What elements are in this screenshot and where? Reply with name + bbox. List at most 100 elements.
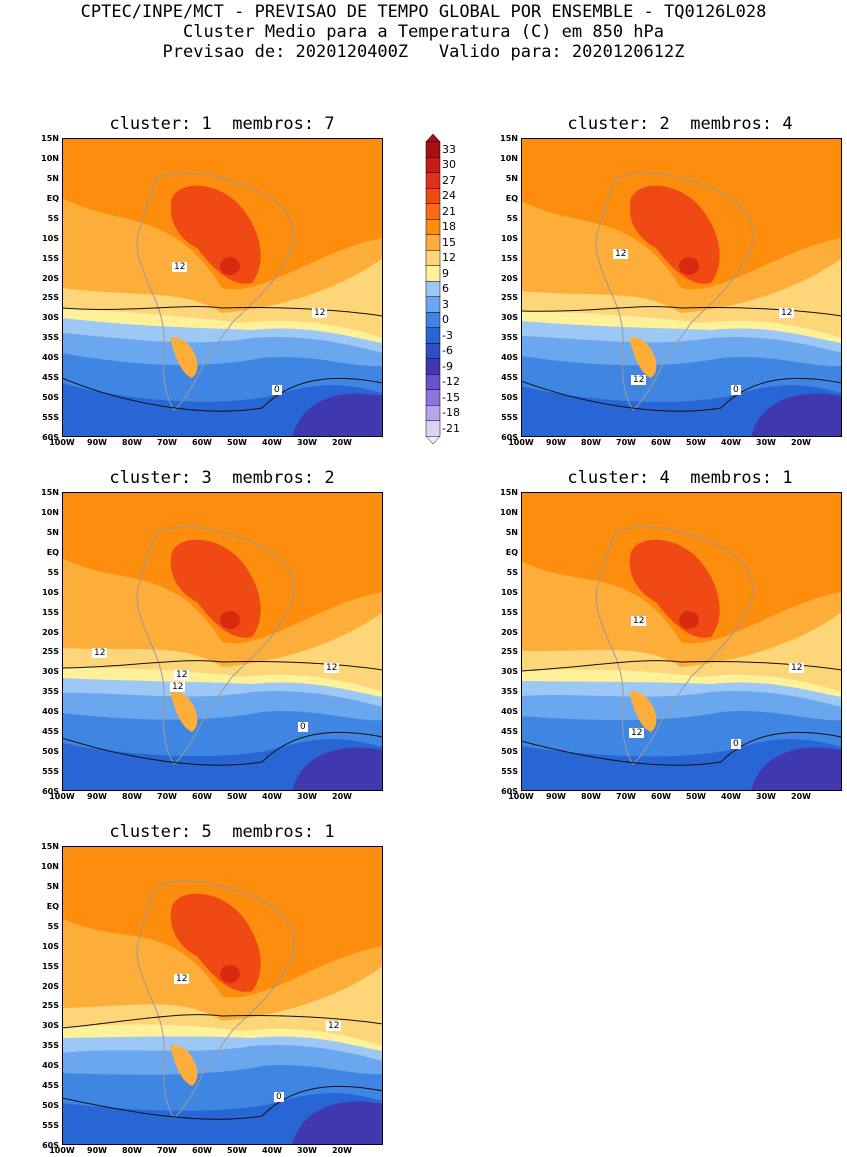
colorbar-swatch xyxy=(425,157,441,173)
colorbar-swatch xyxy=(425,296,441,313)
lat-tick: 25S xyxy=(42,293,59,303)
lon-tick: 60W xyxy=(192,1146,212,1155)
contour-label: 12 xyxy=(92,648,108,658)
colorbar-level: 9 xyxy=(442,266,449,280)
panel-1-title: cluster: 1 membros: 7 xyxy=(109,114,335,134)
andes-tongue xyxy=(170,337,198,378)
colorbar-swatch xyxy=(425,420,441,437)
colorbar-level: 27 xyxy=(442,173,456,187)
lat-tick: 10S xyxy=(501,233,518,243)
colorbar-swatch xyxy=(425,172,441,189)
colorbar-swatch xyxy=(425,203,441,220)
lat-tick: 5N xyxy=(505,527,518,537)
lat-tick: 30S xyxy=(501,667,518,677)
lat-tick: EQ xyxy=(505,193,518,203)
lat-tick: 55S xyxy=(42,413,59,423)
lon-tick: 90W xyxy=(87,792,107,801)
lon-tick: 40W xyxy=(262,1146,282,1155)
map-field-5 xyxy=(62,846,383,1145)
lon-tick: 100W xyxy=(49,1146,75,1155)
lat-tick: 20S xyxy=(42,627,59,637)
lon-tick: 20W xyxy=(332,792,352,801)
lon-tick: 80W xyxy=(581,438,601,447)
lat-tick: 45S xyxy=(42,1081,59,1091)
lon-tick: 90W xyxy=(87,1146,107,1155)
header-line-1: CPTEC/INPE/MCT - PREVISAO DE TEMPO GLOBA… xyxy=(80,2,767,22)
lon-tick: 50W xyxy=(227,438,247,447)
lon-tick: 70W xyxy=(157,1146,177,1155)
lat-tick: 5N xyxy=(46,173,59,183)
lat-tick: 40S xyxy=(501,707,518,717)
contour-12 xyxy=(62,660,383,671)
colorbar-swatch xyxy=(425,188,441,204)
lon-tick: 80W xyxy=(122,792,142,801)
header-line-3: Previsao de: 2020120400Z Valido para: 20… xyxy=(162,42,685,62)
colorbar-top-arrow xyxy=(425,134,441,142)
colorbar-level: 30 xyxy=(442,158,456,171)
lon-tick: 70W xyxy=(616,438,636,447)
lon-tick: 30W xyxy=(297,438,317,447)
contour-label: 12 xyxy=(779,308,795,318)
lat-tick: 45S xyxy=(501,727,518,737)
lat-tick: 10S xyxy=(42,587,59,597)
contour-label: 12 xyxy=(174,670,190,680)
lon-tick: 50W xyxy=(686,438,706,447)
contour-label: 12 xyxy=(172,262,188,272)
map-panel-4: 12 12 12 0 xyxy=(521,492,842,791)
lat-tick: 25S xyxy=(42,647,59,657)
lat-tick: 5S xyxy=(47,567,59,577)
lon-tick: 90W xyxy=(546,438,566,447)
lat-tick: 50S xyxy=(42,747,59,757)
contour-0 xyxy=(521,377,842,412)
lat-tick: 15N xyxy=(41,488,59,497)
lat-tick: 55S xyxy=(42,767,59,777)
lon-tick: 40W xyxy=(721,438,741,447)
lat-tick: 45S xyxy=(42,727,59,737)
lat-tick: 60S xyxy=(501,787,518,796)
map-frame xyxy=(62,492,383,791)
lat-tick: 45S xyxy=(501,373,518,383)
lat-tick: 40S xyxy=(42,1061,59,1071)
temp-band-8 xyxy=(751,393,842,437)
lon-tick: 90W xyxy=(546,792,566,801)
colorbar-swatch xyxy=(425,358,441,375)
colorbar-level: -3 xyxy=(442,328,453,342)
lat-tick: EQ xyxy=(505,547,518,557)
lat-tick: 25S xyxy=(501,293,518,303)
lon-tick: 30W xyxy=(297,792,317,801)
contour-label: 12 xyxy=(613,249,629,259)
map-field-1 xyxy=(62,138,383,437)
lat-tick: 10S xyxy=(42,941,59,951)
colorbar-level: -9 xyxy=(442,359,453,373)
panel-5-title: cluster: 5 membros: 1 xyxy=(109,822,335,842)
contour-label: 0 xyxy=(298,722,308,732)
lat-tick: 10N xyxy=(500,507,518,517)
map-frame xyxy=(62,846,383,1145)
colorbar-level: 21 xyxy=(442,204,456,218)
colorbar-level: -21 xyxy=(442,421,460,435)
contour-0 xyxy=(521,731,842,766)
hot-core xyxy=(629,185,720,284)
colorbar-level: 3 xyxy=(442,297,449,311)
contour-0 xyxy=(62,1085,383,1120)
colorbar-level: 6 xyxy=(442,282,449,295)
panel-4-title: cluster: 4 membros: 1 xyxy=(567,468,793,488)
contour-label: 12 xyxy=(312,308,328,318)
colorbar-swatch xyxy=(425,234,441,251)
lat-tick: 15N xyxy=(41,134,59,143)
lat-tick: 20S xyxy=(42,981,59,991)
hot-spot xyxy=(679,257,699,275)
map-frame xyxy=(521,138,842,437)
lat-tick: 5S xyxy=(506,213,518,223)
andes-tongue xyxy=(629,691,657,732)
lon-tick: 100W xyxy=(508,792,534,801)
contour-0 xyxy=(62,731,383,766)
contour-label: 12 xyxy=(631,616,647,626)
coastline xyxy=(136,172,295,411)
colorbar-swatch xyxy=(425,374,441,390)
lon-tick: 70W xyxy=(157,792,177,801)
colorbar-level: 0 xyxy=(442,313,449,326)
lat-tick: 40S xyxy=(42,353,59,363)
colorbar-level: 33 xyxy=(442,142,456,156)
colorbar-swatch xyxy=(425,343,441,359)
